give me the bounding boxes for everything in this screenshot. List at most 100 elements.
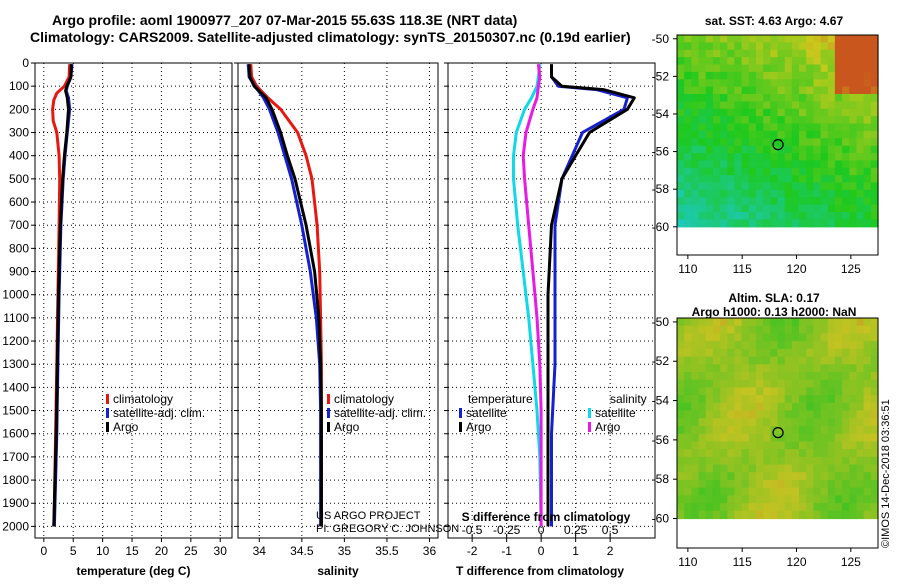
sst-cell bbox=[712, 35, 721, 43]
sla-cell bbox=[813, 325, 822, 334]
sst-cell bbox=[799, 94, 807, 102]
sst-cell bbox=[791, 167, 800, 176]
sla-cell bbox=[734, 487, 743, 496]
sla-cell bbox=[820, 510, 829, 520]
sla-cell bbox=[863, 379, 872, 388]
sla-cell bbox=[698, 418, 707, 427]
sst-cell bbox=[856, 116, 865, 125]
sst-cell bbox=[705, 116, 714, 125]
sst-cell bbox=[813, 79, 822, 88]
sst-cell bbox=[813, 175, 822, 184]
sst-cell bbox=[827, 189, 836, 198]
difference-panel: -2 -1 0 1 2-0.5 -0.25 0 0.25 0.5T difference fro… bbox=[444, 62, 656, 578]
sla-cell bbox=[748, 372, 757, 381]
sla-cell bbox=[763, 372, 771, 381]
sla-cell bbox=[691, 433, 700, 442]
sst-cell bbox=[748, 130, 757, 139]
sla-cell bbox=[784, 341, 793, 350]
sla-cell bbox=[834, 472, 843, 481]
sla-cell bbox=[791, 433, 800, 442]
sla-cell bbox=[806, 510, 814, 520]
sst-cell bbox=[856, 153, 865, 161]
sst-cell bbox=[827, 153, 836, 161]
sla-cell bbox=[863, 456, 872, 466]
sla-cell bbox=[712, 433, 721, 442]
sla-cell bbox=[770, 480, 779, 489]
sst-cell bbox=[842, 123, 850, 132]
sla-cell bbox=[734, 503, 743, 512]
sst-cell bbox=[827, 212, 836, 220]
sla-cell bbox=[712, 503, 721, 512]
sla-cell bbox=[712, 333, 721, 342]
sla-cell bbox=[691, 356, 700, 365]
sst-cell bbox=[677, 101, 685, 110]
sst-cell bbox=[763, 219, 771, 228]
temp-legend-swatch-0 bbox=[106, 394, 109, 404]
sst-cell bbox=[863, 219, 872, 228]
sla-cell bbox=[727, 464, 736, 473]
sla-cell bbox=[712, 356, 721, 365]
sst-cell bbox=[777, 145, 786, 154]
sst-cell bbox=[720, 108, 728, 117]
sst-cell bbox=[727, 175, 736, 184]
sla-cell bbox=[791, 356, 800, 365]
sst-cell bbox=[863, 101, 872, 110]
sla-cell bbox=[748, 387, 757, 396]
sst-cell bbox=[820, 212, 829, 220]
sst-cell bbox=[849, 219, 858, 228]
sst-cell bbox=[777, 108, 786, 117]
sla-cell bbox=[799, 441, 807, 450]
sla-cell bbox=[756, 356, 764, 365]
sla-cell bbox=[770, 441, 779, 450]
sst-cell bbox=[856, 94, 865, 102]
sst-cell bbox=[734, 71, 743, 80]
sla-cell bbox=[777, 441, 786, 450]
sst-cell bbox=[705, 189, 714, 198]
depth-tick-label: 800 bbox=[9, 241, 29, 255]
sst-cell bbox=[791, 204, 800, 213]
sla-cell bbox=[777, 456, 786, 466]
sla-cell bbox=[863, 480, 872, 489]
sla-cell bbox=[827, 356, 836, 365]
sst-cell bbox=[791, 182, 800, 191]
sst-cell bbox=[799, 35, 807, 43]
sst-cell bbox=[698, 167, 707, 176]
sla-cell bbox=[799, 487, 807, 496]
sst-cell bbox=[799, 204, 807, 213]
sst-cell bbox=[777, 123, 786, 132]
depth-tick-label: 400 bbox=[9, 149, 29, 163]
sla-cell bbox=[827, 449, 836, 458]
diff-series-3 bbox=[521, 64, 543, 527]
sla-cell bbox=[684, 472, 692, 481]
sla-cell bbox=[791, 372, 800, 381]
sst-cell bbox=[720, 86, 728, 95]
salinity-panel: 34 34.5 35 35.5 36salinityclimatologysatelli… bbox=[234, 62, 439, 578]
sst-cell bbox=[691, 153, 700, 161]
sst-cell bbox=[784, 35, 793, 43]
sla-cell bbox=[734, 318, 743, 327]
sst-cell bbox=[820, 153, 829, 161]
sst-cell bbox=[827, 71, 836, 80]
sst-cell bbox=[677, 71, 685, 80]
sla-cell bbox=[813, 364, 822, 373]
sst-cell bbox=[856, 101, 865, 110]
sla-cell bbox=[791, 510, 800, 520]
sst-cell bbox=[763, 35, 771, 43]
sst-cell bbox=[784, 116, 793, 125]
sla-cell bbox=[813, 441, 822, 450]
sla-cell bbox=[727, 372, 736, 381]
sla-cell bbox=[849, 333, 858, 342]
sst-cell bbox=[777, 79, 786, 88]
sla-cell bbox=[777, 348, 786, 358]
sla-cell bbox=[741, 487, 750, 496]
temp-xtick-label: 20 bbox=[155, 544, 169, 558]
sst-cell bbox=[784, 49, 793, 58]
sla-cell bbox=[698, 356, 707, 365]
sst-cell bbox=[684, 79, 692, 88]
sst-cell bbox=[770, 108, 779, 117]
sla-cell bbox=[734, 333, 743, 342]
sst-cell bbox=[691, 94, 700, 102]
depth-tick-label: 900 bbox=[9, 265, 29, 279]
sla-cell bbox=[712, 325, 721, 334]
sst-cell bbox=[727, 204, 736, 213]
